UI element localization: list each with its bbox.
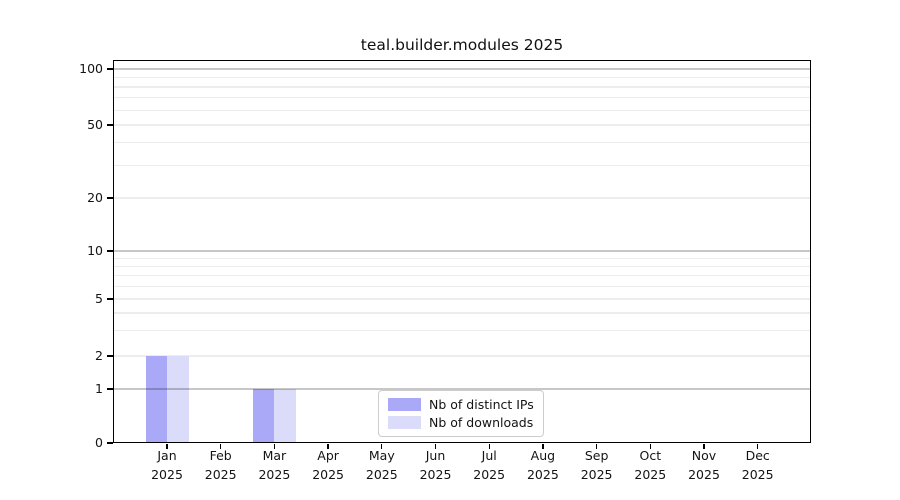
x-tick-label-mar: Mar 2025	[238, 447, 310, 484]
x-tick-year: 2025	[151, 466, 183, 482]
y-tick-label-10: 10	[87, 243, 103, 258]
y-tick-label-1: 1	[95, 381, 103, 396]
legend-entry-downloads: Nb of downloads	[388, 415, 534, 430]
y-gridline-minor-7	[113, 275, 811, 277]
x-tick-month: Jul	[481, 448, 497, 463]
x-tick-label-apr: Apr 2025	[292, 447, 364, 484]
x-tick-mar	[273, 444, 276, 449]
y-tick-2	[107, 355, 113, 357]
legend-entry-distinct-ips: Nb of distinct IPs	[388, 397, 534, 412]
x-tick-dec	[757, 444, 759, 449]
x-tick-label-jul: Jul 2025	[453, 447, 525, 484]
x-tick-jul	[488, 444, 490, 449]
y-tick-0	[107, 442, 113, 444]
y-gridline-minor-6	[113, 285, 811, 288]
x-tick-feb	[220, 444, 222, 449]
bar-distinct-ips-mar	[252, 389, 275, 443]
y-gridline-minor-4	[113, 312, 811, 314]
x-tick-oct	[649, 444, 651, 449]
x-tick-label-dec: Dec 2025	[722, 447, 794, 484]
x-tick-may	[381, 444, 383, 449]
x-tick-year: 2025	[580, 466, 613, 482]
x-tick-month: Sep	[584, 448, 609, 463]
x-tick-year: 2025	[526, 466, 559, 482]
y-tick-10	[107, 250, 113, 252]
x-tick-label-may: May 2025	[346, 447, 418, 484]
x-tick-year: 2025	[365, 466, 398, 482]
x-tick-label-feb: Feb 2025	[185, 447, 257, 484]
x-tick-year: 2025	[473, 466, 506, 482]
bar-downloads-jan	[167, 356, 189, 443]
y-gridline-minor-70	[113, 97, 811, 99]
y-tick-label-50: 50	[87, 117, 103, 132]
legend-label-downloads: Nb of downloads	[429, 414, 534, 430]
x-tick-jan	[166, 444, 168, 449]
y-gridline-50	[113, 124, 811, 126]
x-tick-jun	[434, 444, 437, 449]
x-tick-apr	[327, 444, 329, 449]
legend-label-distinct-ips: Nb of distinct IPs	[429, 397, 534, 413]
x-tick-label-nov: Nov 2025	[668, 447, 740, 484]
y-gridline-10	[113, 250, 811, 252]
y-tick-label-20: 20	[87, 190, 103, 205]
legend-swatch-downloads	[388, 415, 421, 429]
legend: Nb of distinct IPs Nb of downloads	[378, 390, 544, 437]
y-tick-label-0: 0	[95, 435, 103, 450]
x-tick-year: 2025	[419, 466, 452, 482]
x-tick-month: Feb	[209, 448, 232, 463]
y-tick-label-5: 5	[95, 291, 103, 306]
y-gridline-2	[113, 355, 811, 357]
x-tick-label-jan: Jan 2025	[131, 447, 203, 484]
legend-swatch-distinct-ips	[388, 398, 421, 412]
x-tick-month: Aug	[530, 448, 556, 463]
plot-area	[113, 60, 811, 443]
x-tick-month: Mar	[262, 448, 287, 463]
x-tick-year: 2025	[204, 466, 237, 482]
x-tick-month: Oct	[639, 448, 662, 463]
y-tick-label-2: 2	[95, 348, 103, 363]
x-tick-year: 2025	[741, 466, 774, 482]
x-tick-month: Dec	[745, 448, 770, 463]
x-tick-label-aug: Aug 2025	[507, 447, 579, 484]
x-tick-label-jun: Jun 2025	[400, 447, 472, 484]
y-tick-1	[107, 388, 113, 390]
x-tick-year: 2025	[688, 466, 720, 482]
y-tick-5	[107, 298, 113, 300]
x-tick-month: Nov	[691, 448, 717, 463]
x-tick-nov	[703, 444, 705, 449]
x-tick-month: Jan	[157, 448, 177, 463]
x-tick-year: 2025	[634, 466, 667, 482]
x-tick-label-oct: Oct 2025	[614, 447, 686, 484]
bar-distinct-ips-jan	[145, 356, 167, 443]
y-gridline-5	[113, 298, 811, 300]
y-gridline-minor-60	[113, 109, 811, 111]
y-gridline-minor-9	[113, 257, 811, 259]
y-gridline-minor-3	[113, 330, 811, 332]
chart-title: teal.builder.modules 2025	[360, 36, 564, 54]
y-tick-label-100: 100	[79, 61, 103, 76]
y-gridline-minor-40	[113, 142, 811, 144]
y-tick-50	[107, 124, 113, 126]
x-tick-month: Jun	[425, 448, 446, 463]
y-gridline-minor-8	[113, 265, 811, 268]
y-gridline-minor-30	[113, 165, 811, 167]
bar-downloads-mar	[274, 389, 296, 443]
x-tick-year: 2025	[312, 466, 344, 482]
x-tick-aug	[542, 444, 544, 449]
x-tick-sep	[595, 444, 598, 449]
y-tick-100	[107, 68, 113, 70]
y-gridline-20	[113, 197, 811, 199]
y-tick-20	[107, 197, 113, 199]
y-gridline-100	[113, 68, 811, 70]
y-gridline-minor-90	[113, 76, 811, 79]
x-tick-label-sep: Sep 2025	[561, 447, 633, 484]
x-tick-month: May	[368, 448, 395, 463]
y-gridline-minor-80	[113, 86, 811, 88]
y-gridline-1	[113, 388, 811, 390]
x-tick-month: Apr	[317, 448, 339, 463]
x-tick-year: 2025	[258, 466, 291, 482]
